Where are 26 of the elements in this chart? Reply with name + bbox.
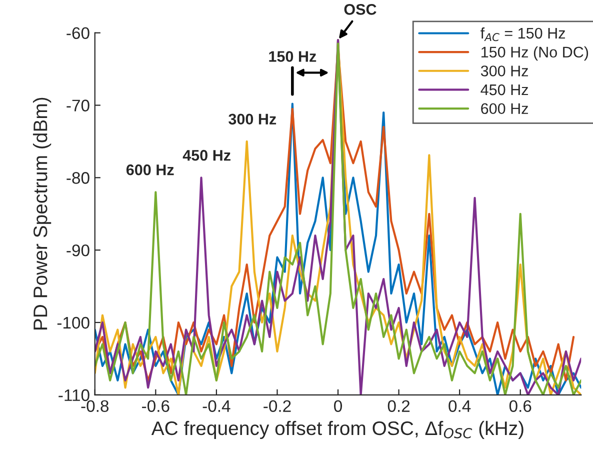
- y-tick-label: -80: [66, 172, 90, 184]
- y-tick-label: -60: [66, 27, 90, 40]
- annotation: 600 Hz: [126, 164, 174, 176]
- y-tick-label: -70: [66, 100, 90, 112]
- annotation: 450 Hz: [182, 150, 230, 161]
- legend-label: 450 Hz: [480, 84, 528, 96]
- legend-label: 300 Hz: [480, 66, 528, 76]
- annotation: 150 Hz: [269, 51, 316, 62]
- x-tick-label: 0: [334, 400, 342, 412]
- x-axis-title: AC frequency offset from OSC, Δf$_{OSC}$ (kHz): [151, 420, 524, 439]
- x-tick-label: -0.6: [142, 400, 170, 412]
- y-tick-label: -110: [58, 389, 90, 402]
- y-tick-label: -90: [66, 244, 90, 256]
- legend-label: 150 Hz (No DC): [481, 46, 588, 61]
- y-axis-title: PD Power Spectrum (dBm): [32, 98, 52, 330]
- annotation: OSC: [344, 4, 376, 15]
- y-tick-label: -100: [57, 316, 90, 329]
- annotation: 300 Hz: [228, 114, 276, 125]
- x-tick-label: 0.4: [448, 400, 471, 412]
- x-tick-label: 0.6: [509, 400, 532, 412]
- x-tick-label: -0.4: [202, 400, 230, 412]
- x-tick-label: -0.2: [264, 400, 291, 412]
- x-tick-label: -0.8: [81, 400, 109, 412]
- x-tick-label: 0.2: [388, 400, 410, 412]
- legend-label: 600 Hz: [481, 103, 528, 114]
- legend-label: f$_{AC}$ = 150 Hz: [480, 27, 565, 42]
